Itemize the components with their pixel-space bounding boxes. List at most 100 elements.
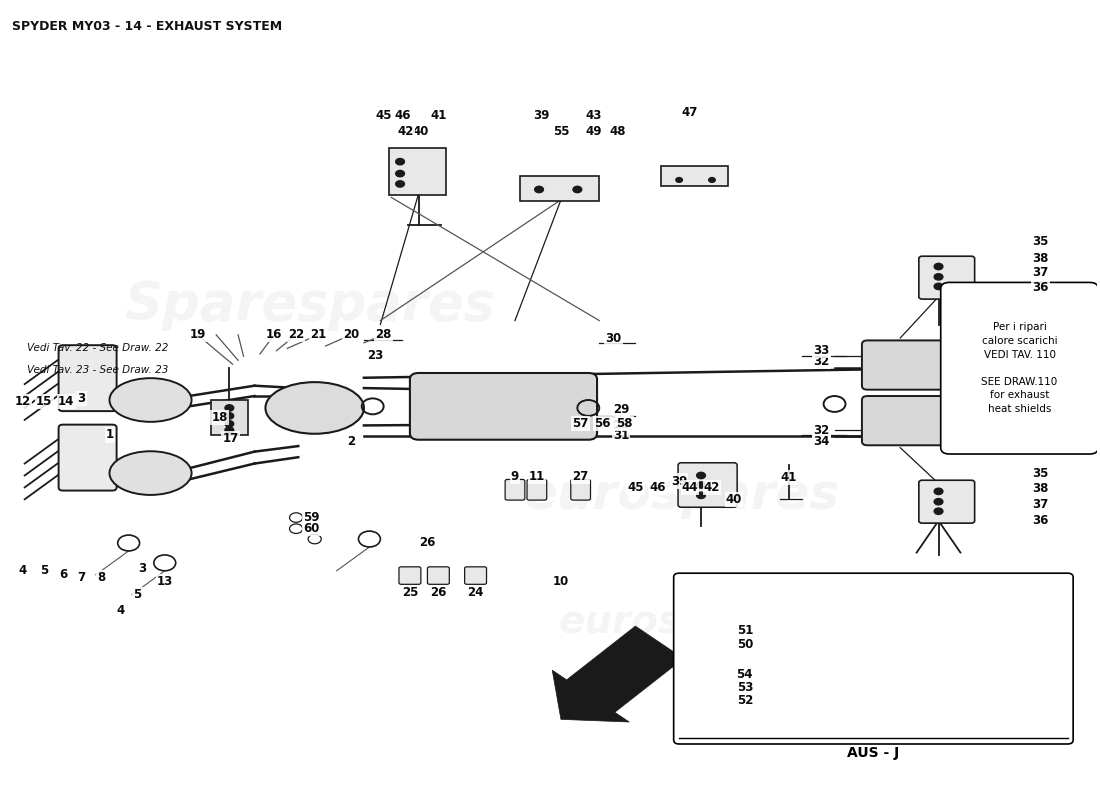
FancyBboxPatch shape: [399, 567, 421, 584]
Text: 41: 41: [780, 471, 796, 484]
Circle shape: [696, 492, 705, 498]
Text: 16: 16: [266, 328, 283, 342]
Circle shape: [675, 178, 682, 182]
Circle shape: [708, 178, 715, 182]
Circle shape: [934, 274, 943, 280]
Text: 17: 17: [222, 432, 239, 445]
Circle shape: [396, 170, 405, 177]
Circle shape: [224, 421, 233, 427]
Text: 13: 13: [156, 574, 173, 588]
Text: 32: 32: [813, 355, 829, 368]
Circle shape: [934, 263, 943, 270]
FancyBboxPatch shape: [918, 480, 975, 523]
Circle shape: [535, 186, 543, 193]
Text: 24: 24: [468, 586, 484, 598]
Text: 1: 1: [106, 429, 114, 442]
Circle shape: [696, 482, 705, 488]
Text: 46: 46: [394, 109, 410, 122]
Text: 49: 49: [585, 125, 602, 138]
Text: 36: 36: [1032, 281, 1048, 294]
Text: 39: 39: [671, 474, 688, 487]
Text: 5: 5: [41, 564, 48, 578]
Circle shape: [573, 186, 582, 193]
Text: 36: 36: [1032, 514, 1048, 527]
Ellipse shape: [110, 378, 191, 422]
Text: 57: 57: [572, 418, 588, 430]
Text: eurospares: eurospares: [524, 471, 839, 519]
Text: 21: 21: [310, 328, 326, 342]
FancyBboxPatch shape: [527, 479, 547, 500]
Text: 26: 26: [430, 586, 447, 598]
Text: 19: 19: [189, 328, 206, 342]
Text: 40: 40: [412, 125, 429, 138]
FancyBboxPatch shape: [410, 373, 597, 440]
FancyBboxPatch shape: [464, 567, 486, 584]
Text: 35: 35: [1032, 466, 1048, 479]
FancyBboxPatch shape: [58, 425, 117, 490]
Text: 40: 40: [726, 493, 742, 506]
Text: 42: 42: [397, 125, 414, 138]
Text: 37: 37: [1032, 498, 1048, 511]
Circle shape: [934, 508, 943, 514]
Text: 28: 28: [375, 328, 392, 342]
Text: 29: 29: [613, 403, 629, 416]
FancyBboxPatch shape: [673, 573, 1074, 744]
Text: 58: 58: [616, 418, 632, 430]
Text: 42: 42: [704, 481, 720, 494]
Text: 39: 39: [534, 109, 549, 122]
FancyBboxPatch shape: [678, 462, 737, 507]
Text: 10: 10: [553, 574, 569, 588]
Text: 41: 41: [430, 109, 447, 122]
Text: 56: 56: [594, 418, 610, 430]
Text: 4: 4: [19, 564, 26, 578]
Text: 9: 9: [510, 470, 519, 482]
Text: 2: 2: [346, 435, 355, 448]
Text: 45: 45: [375, 109, 392, 122]
Text: 51: 51: [737, 624, 754, 637]
Text: Per i ripari
calore scarichi
VEDI TAV. 110

SEE DRAW.110
for exhaust
heat shield: Per i ripari calore scarichi VEDI TAV. 1…: [981, 322, 1057, 414]
Text: 3: 3: [77, 392, 86, 405]
Text: 48: 48: [609, 125, 626, 138]
Text: 31: 31: [613, 430, 629, 442]
Text: 11: 11: [529, 470, 544, 482]
Text: 22: 22: [288, 328, 305, 342]
Text: 35: 35: [1032, 234, 1048, 248]
Text: 3: 3: [138, 562, 146, 575]
Text: 15: 15: [36, 395, 53, 408]
Text: 59: 59: [304, 511, 320, 524]
Text: 34: 34: [813, 435, 829, 448]
Text: 12: 12: [14, 395, 31, 408]
Text: 25: 25: [402, 586, 418, 598]
Text: 27: 27: [572, 470, 588, 482]
Circle shape: [224, 413, 233, 419]
Circle shape: [934, 283, 943, 290]
Text: 32: 32: [813, 424, 829, 437]
Text: 45: 45: [627, 481, 644, 494]
FancyBboxPatch shape: [505, 479, 525, 500]
Text: 30: 30: [605, 331, 621, 345]
Text: 20: 20: [343, 328, 359, 342]
Text: 33: 33: [813, 344, 829, 358]
Circle shape: [396, 158, 405, 165]
Text: 14: 14: [58, 395, 75, 408]
FancyBboxPatch shape: [918, 256, 975, 299]
Text: Vedi Tav. 23 - See Draw. 23: Vedi Tav. 23 - See Draw. 23: [26, 365, 168, 375]
Text: 54: 54: [737, 667, 754, 681]
Text: AUS - J: AUS - J: [847, 746, 900, 760]
Circle shape: [934, 498, 943, 505]
Text: 44: 44: [682, 481, 698, 494]
Polygon shape: [552, 626, 683, 722]
FancyBboxPatch shape: [428, 567, 449, 584]
Text: Vedi Tav. 22 - See Draw. 22: Vedi Tav. 22 - See Draw. 22: [26, 342, 168, 353]
Text: 26: 26: [419, 537, 436, 550]
Text: 5: 5: [133, 588, 142, 601]
Text: eurospares: eurospares: [559, 603, 804, 642]
FancyBboxPatch shape: [862, 396, 947, 446]
Ellipse shape: [265, 382, 364, 434]
Text: 29: 29: [613, 419, 629, 432]
Text: 4: 4: [117, 604, 125, 617]
Text: 6: 6: [58, 568, 67, 582]
Text: SPYDER MY03 - 14 - EXHAUST SYSTEM: SPYDER MY03 - 14 - EXHAUST SYSTEM: [11, 20, 282, 34]
Circle shape: [934, 488, 943, 494]
Circle shape: [224, 405, 233, 411]
